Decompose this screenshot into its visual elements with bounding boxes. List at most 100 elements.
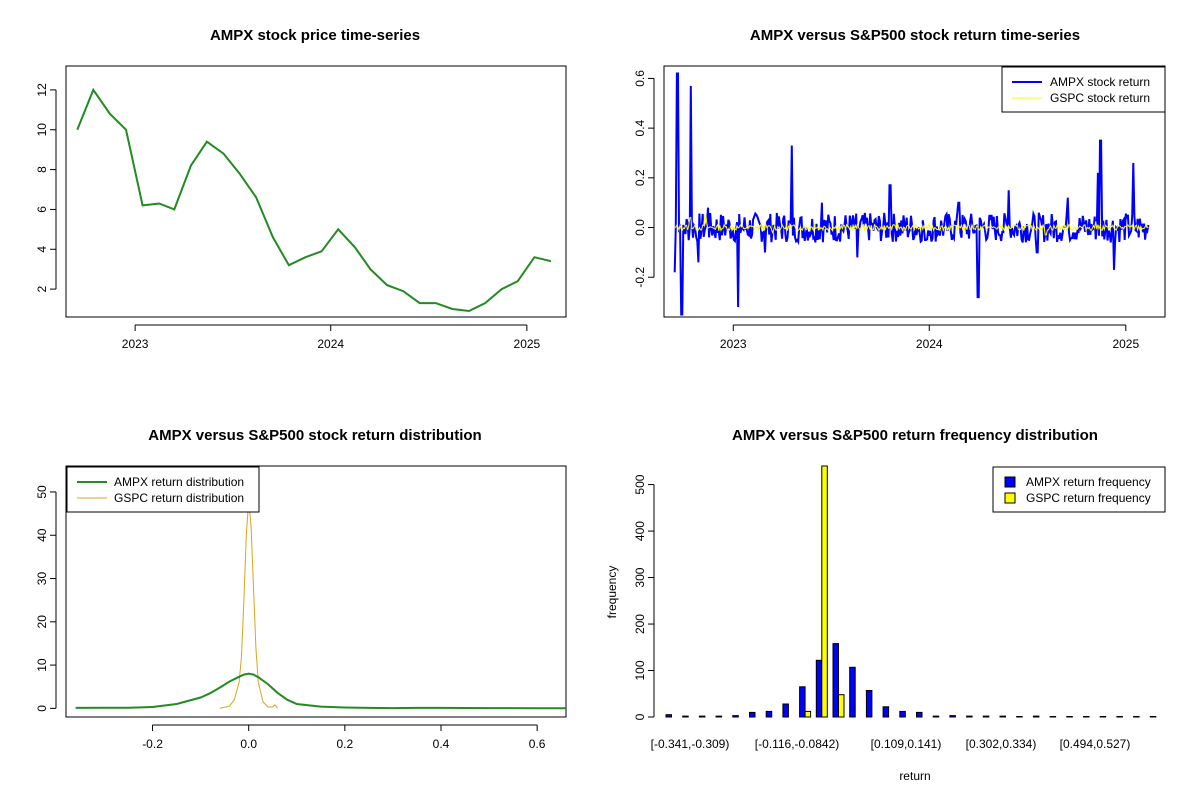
x-tick-label: 2024 [317, 337, 344, 351]
x-category-label: [-0.116,-0.0842) [755, 737, 840, 751]
y-tick-label: 0.6 [633, 70, 647, 87]
chart-title: AMPX versus S&P500 return frequency dist… [732, 427, 1098, 444]
ampx-bar [1066, 716, 1073, 718]
legend: AMPX stock return GSPC stock return [1001, 66, 1166, 113]
legend-label: AMPX return frequency [1026, 475, 1151, 489]
legend-box [1001, 66, 1166, 113]
y-tick-label: 10 [35, 123, 49, 137]
bars [665, 465, 1157, 718]
x-tick-label: -0.2 [142, 737, 163, 751]
x-tick-label: 0.6 [529, 737, 546, 751]
panel-price-timeseries: AMPX stock price time-series 2 4 6 8 10 12 2023… [35, 27, 567, 351]
x-category-label: [0.109,0.141) [871, 737, 942, 751]
y-axis-label: frequency [605, 566, 619, 619]
legend: AMPX return frequency GSPC return frequen… [992, 466, 1166, 513]
ampx-bar [916, 711, 923, 718]
y-tick-label: 0.0 [633, 219, 647, 236]
chart-title: AMPX versus S&P500 stock return distribu… [148, 427, 481, 444]
ampx-bar [1149, 716, 1157, 718]
plot-frame [663, 65, 1166, 318]
gspc-bar [804, 710, 812, 718]
gspc-bar [838, 694, 845, 718]
legend: AMPX return distribution GSPC return dist… [66, 466, 260, 513]
y-tick-label: 400 [633, 521, 647, 541]
legend-swatch [1004, 492, 1016, 504]
ampx-bar [715, 715, 723, 718]
ampx-bar [949, 715, 956, 718]
legend-box [992, 466, 1166, 513]
legend-label: AMPX stock return [1050, 75, 1150, 89]
y-tick-label: 50 [35, 485, 49, 499]
x-category-label: [0.302,0.334) [966, 737, 1037, 751]
ampx-bar [966, 715, 973, 718]
legend-label: GSPC stock return [1050, 91, 1150, 105]
ampx-bar [698, 715, 706, 718]
y-tick-label: 40 [35, 528, 49, 542]
x-tick-label: 2023 [720, 337, 747, 351]
ampx-bar [815, 659, 823, 718]
y-tick-label: 8 [35, 166, 49, 173]
panel-frequency-distribution: AMPX versus S&P500 return frequency dist… [605, 427, 1166, 783]
legend-label: AMPX return distribution [114, 475, 244, 489]
y-tick-label: 100 [633, 660, 647, 680]
y-tick-label: 500 [633, 474, 647, 494]
ampx-bar [1099, 716, 1107, 718]
ampx-bar [682, 715, 689, 718]
ampx-bar [932, 715, 940, 718]
y-tick-label: 30 [35, 572, 49, 586]
ampx-bar [865, 690, 873, 718]
x-tick-label: 2023 [122, 337, 149, 351]
x-category-label: [-0.341,-0.309) [651, 737, 730, 751]
ampx-bar [665, 714, 672, 718]
y-tick-label: 200 [633, 614, 647, 634]
ampx-bar [899, 710, 906, 718]
ampx-bar [749, 711, 756, 718]
legend-swatch [1004, 476, 1016, 488]
ampx-bar [999, 715, 1006, 718]
panel-return-distribution: AMPX versus S&P500 stock return distribu… [35, 427, 567, 751]
y-tick-label: -0.2 [633, 267, 647, 288]
gspc-bar [821, 465, 828, 718]
ampx-bar [782, 703, 789, 718]
y-tick-label: 0 [633, 713, 647, 720]
ampx-bar [799, 686, 806, 718]
ampx-bar [982, 715, 990, 718]
y-tick-label: 2 [35, 285, 49, 292]
x-tick-label: 2025 [1112, 337, 1139, 351]
ampx-bar [1049, 716, 1057, 718]
x-tick-label: 0.2 [337, 737, 354, 751]
price-line [76, 87, 552, 313]
return-line [673, 72, 1150, 316]
gspc-density-line [219, 500, 278, 709]
x-tick-label: 0.4 [433, 737, 450, 751]
series-ampx-return [673, 72, 1150, 316]
legend-label: GSPC return distribution [114, 491, 244, 505]
y-tick-label: 300 [633, 567, 647, 587]
return-line [674, 214, 1149, 236]
x-tick-label: 2024 [916, 337, 943, 351]
x-axis-label: return [899, 769, 930, 783]
ampx-bar [832, 643, 839, 718]
y-tick-label: 12 [35, 83, 49, 97]
plot-frame [65, 65, 567, 318]
y-tick-label: 20 [35, 615, 49, 629]
ampx-bar [849, 666, 856, 718]
series-gspc-return [674, 214, 1149, 236]
y-tick-label: 0.4 [633, 119, 647, 136]
y-tick-label: 10 [35, 658, 49, 672]
ampx-bar [882, 706, 890, 718]
legend-label: GSPC return frequency [1026, 491, 1151, 505]
x-category-label: [0.494,0.527) [1060, 737, 1131, 751]
legend-box [66, 466, 260, 513]
plot-frame [65, 465, 567, 718]
y-tick-label: 4 [35, 246, 49, 253]
chart-title: AMPX stock price time-series [210, 27, 420, 44]
ampx-bar [765, 710, 773, 718]
ampx-bar [1133, 716, 1140, 718]
ampx-bar [1116, 716, 1123, 718]
y-tick-label: 0 [35, 705, 49, 712]
x-tick-label: 0.0 [240, 737, 257, 751]
ampx-bar [732, 715, 739, 718]
ampx-density-line [75, 672, 566, 710]
